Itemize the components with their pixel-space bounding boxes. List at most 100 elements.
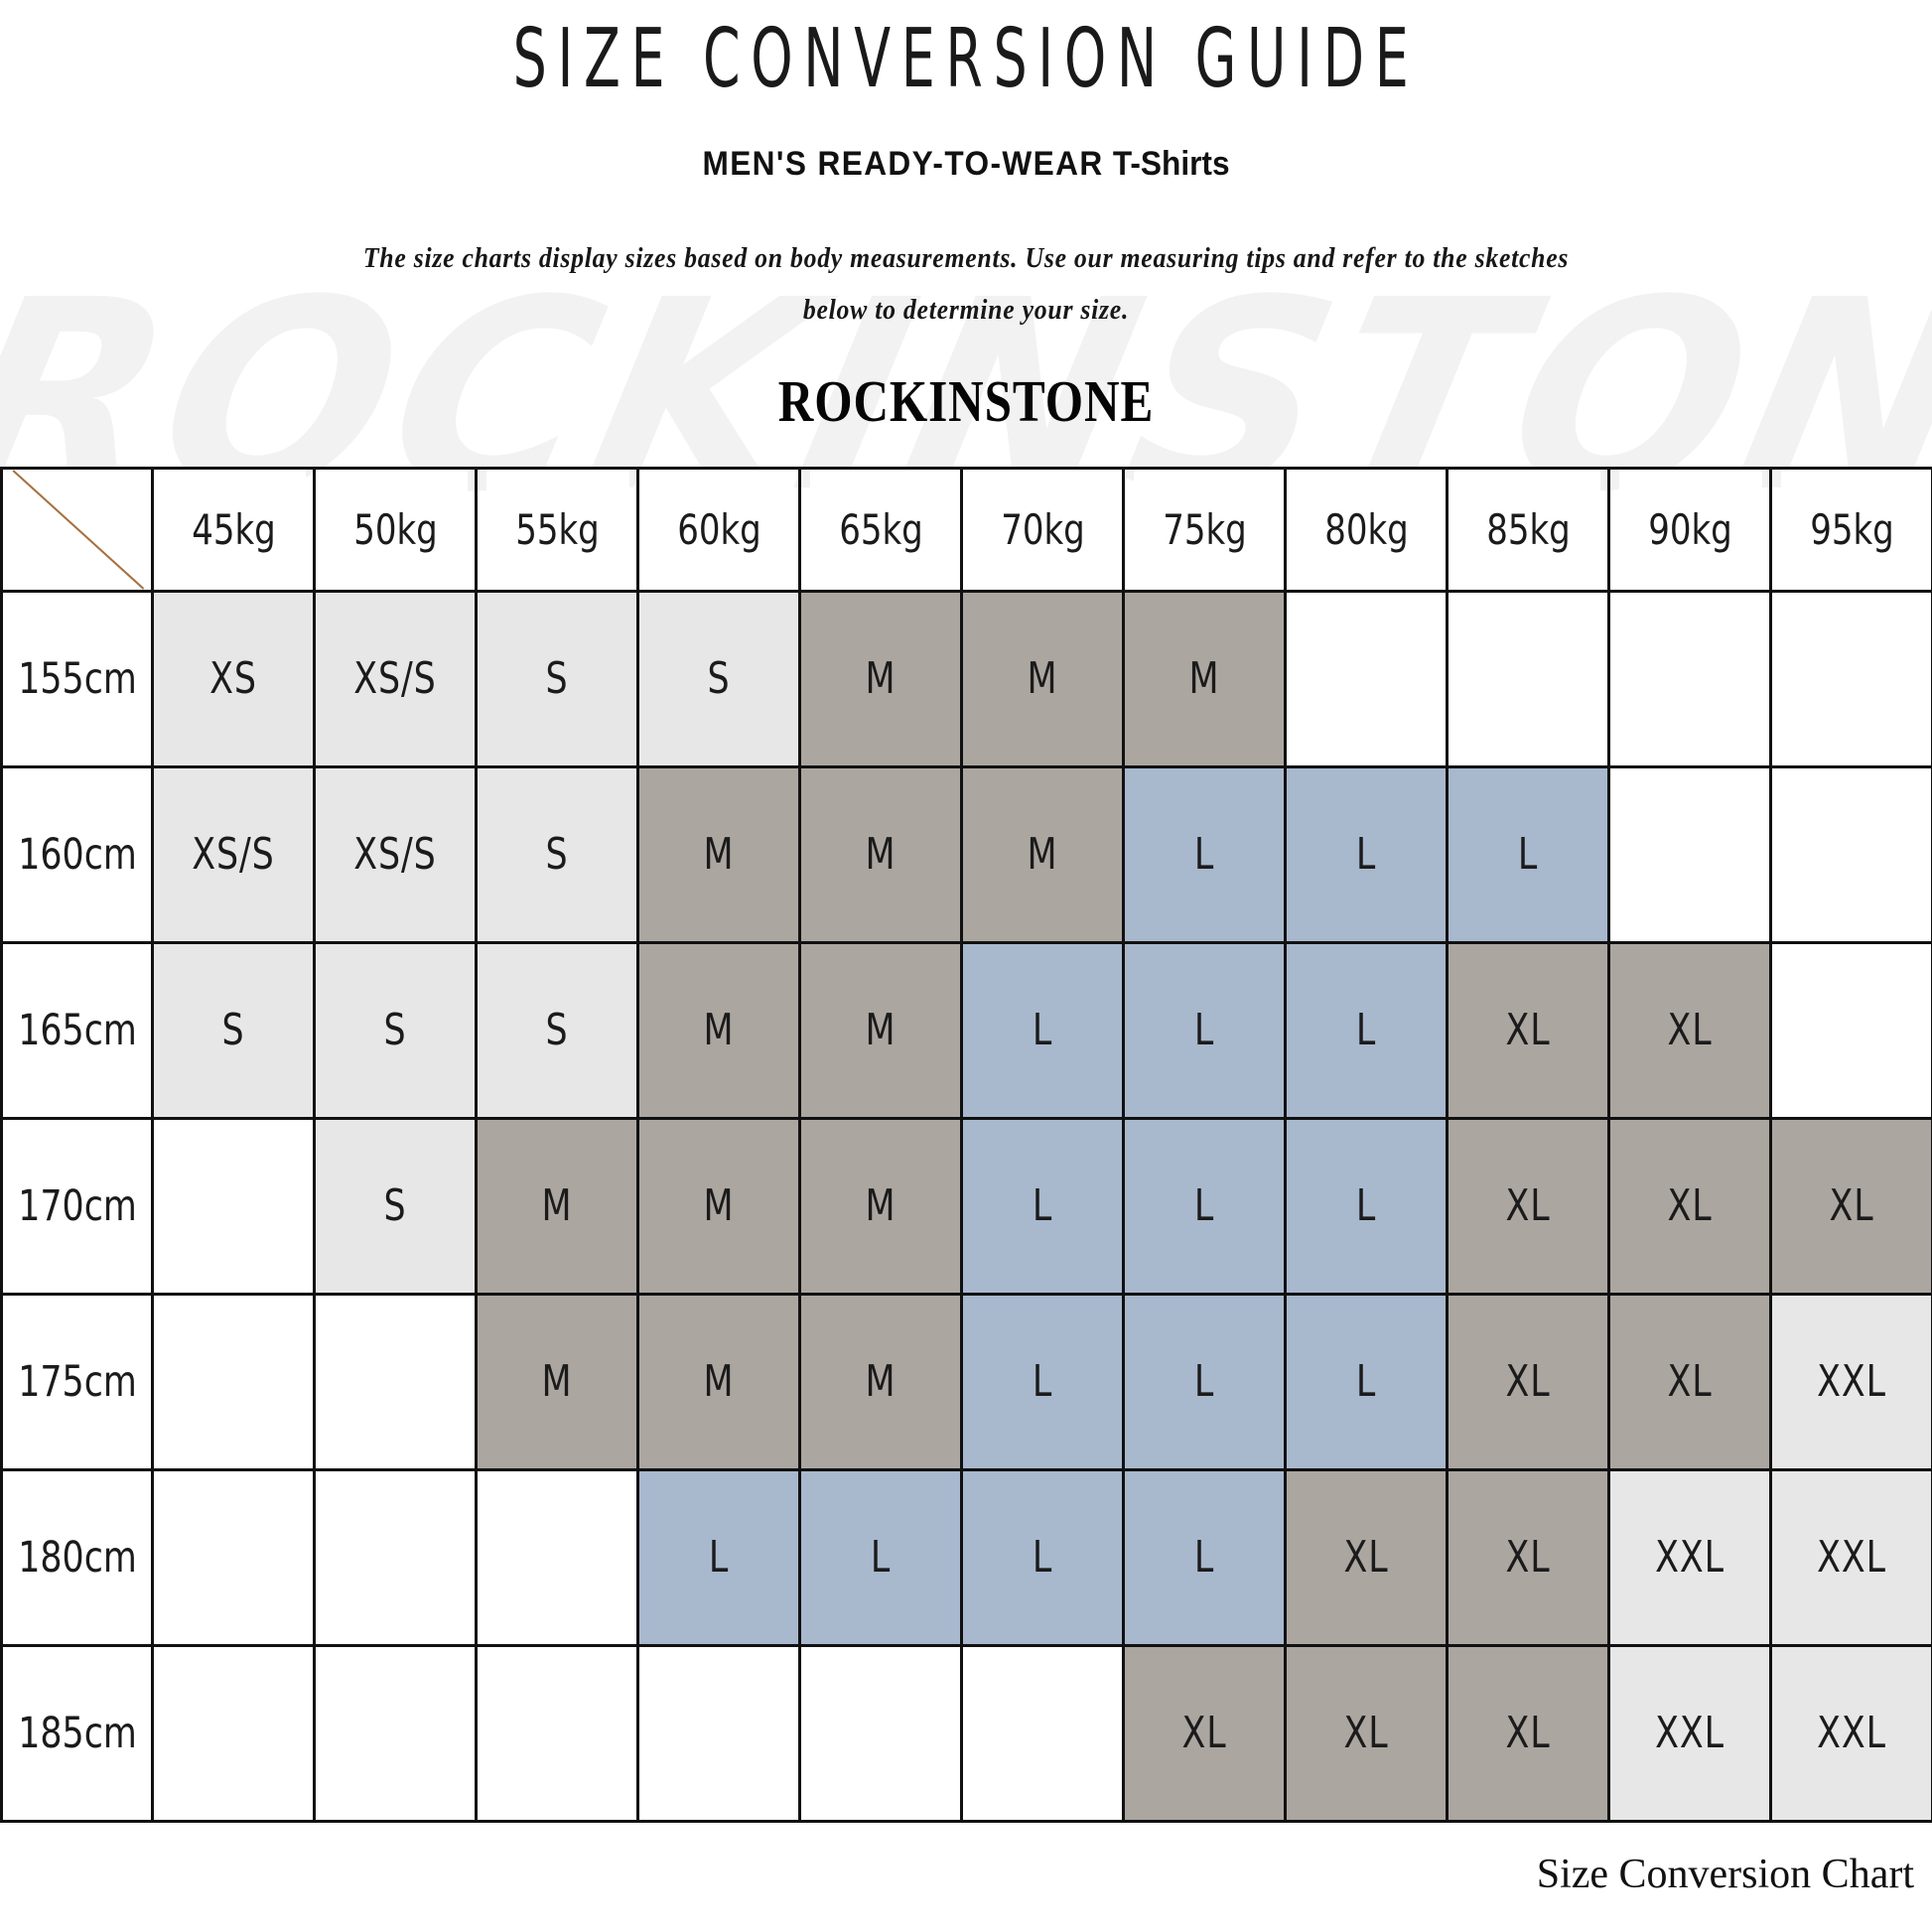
- size-value: L: [1193, 1005, 1215, 1056]
- column-header-90kg: 90kg: [1615, 466, 1764, 593]
- description-line-2: below to determine your size.: [802, 294, 1130, 326]
- size-value: XL: [1505, 1180, 1551, 1232]
- size-cell-165cm-95kg: [1769, 940, 1932, 1120]
- size-cell-160cm-80kg: L: [1284, 764, 1449, 944]
- size-cell-185cm-50kg: [313, 1643, 478, 1823]
- row-header-165cm: 165cm: [7, 940, 147, 1120]
- size-cell-180cm-95kg: XXL: [1769, 1467, 1932, 1647]
- size-cell-155cm-45kg: XS: [151, 589, 316, 768]
- size-cell-160cm-75kg: L: [1122, 764, 1287, 944]
- size-cell-165cm-85kg: XL: [1446, 940, 1610, 1120]
- table-row: 170cmSMMMLLLXLXLXLXXL: [2, 1116, 1932, 1296]
- size-cell-185cm-90kg: XXL: [1607, 1643, 1772, 1823]
- table-row: 180cmLLLLXLXLXXLXXLXXXL: [2, 1467, 1932, 1647]
- size-value: S: [383, 1180, 407, 1232]
- size-value: XS/S: [192, 829, 275, 881]
- size-value: L: [1032, 1005, 1053, 1056]
- diagonal-divider-icon: [11, 469, 144, 590]
- size-cell-155cm-95kg: [1769, 589, 1932, 768]
- size-cell-185cm-55kg: [475, 1643, 639, 1823]
- size-cell-180cm-90kg: XXL: [1607, 1467, 1772, 1647]
- size-value: M: [865, 1356, 897, 1408]
- size-cell-160cm-45kg: XS/S: [151, 764, 316, 944]
- size-cell-160cm-95kg: [1769, 764, 1932, 944]
- size-cell-180cm-45kg: [151, 1467, 316, 1647]
- size-cell-170cm-90kg: XL: [1607, 1116, 1772, 1296]
- size-cell-170cm-80kg: L: [1284, 1116, 1449, 1296]
- size-cell-155cm-90kg: [1607, 589, 1772, 768]
- size-value: L: [1355, 1356, 1377, 1408]
- size-cell-170cm-45kg: [151, 1116, 316, 1296]
- table-header: 45kg 50kg 55kg 60kg 65kg 70kg 75kg 80kg 85kg 90kg…: [2, 466, 1932, 593]
- size-cell-155cm-75kg: M: [1122, 589, 1287, 768]
- size-value: XL: [1505, 1356, 1551, 1408]
- size-value: XXL: [1817, 1708, 1886, 1759]
- size-value: L: [1355, 1005, 1377, 1056]
- size-table-container: 45kg 50kg 55kg 60kg 65kg 70kg 75kg 80kg 85kg 90kg…: [0, 466, 1932, 1823]
- size-cell-170cm-55kg: M: [475, 1116, 639, 1296]
- page-subtitle: MEN'S READY-TO-WEAR T-Shirts: [68, 145, 1864, 184]
- size-value: M: [703, 1005, 735, 1056]
- column-header-70kg: 70kg: [968, 466, 1117, 593]
- size-value: M: [1027, 829, 1058, 881]
- size-cell-155cm-60kg: S: [636, 589, 801, 768]
- size-cell-170cm-95kg: XL: [1769, 1116, 1932, 1296]
- description-text: The size charts display sizes based on b…: [358, 233, 1574, 337]
- size-value: L: [1193, 1180, 1215, 1232]
- size-cell-175cm-60kg: M: [636, 1292, 801, 1471]
- size-value: XXL: [1817, 1356, 1886, 1408]
- size-cell-180cm-85kg: XL: [1446, 1467, 1610, 1647]
- size-value: M: [865, 1180, 897, 1232]
- size-value: L: [1193, 1356, 1215, 1408]
- size-cell-160cm-50kg: XS/S: [313, 764, 478, 944]
- column-header-75kg: 75kg: [1130, 466, 1279, 593]
- size-cell-185cm-75kg: XL: [1122, 1643, 1287, 1823]
- size-cell-165cm-45kg: S: [151, 940, 316, 1120]
- size-conversion-table: 45kg 50kg 55kg 60kg 65kg 70kg 75kg 80kg 85kg 90kg…: [0, 466, 1932, 1823]
- size-value: L: [1517, 829, 1539, 881]
- size-cell-185cm-80kg: XL: [1284, 1643, 1449, 1823]
- size-value: L: [1032, 1356, 1053, 1408]
- column-header-60kg: 60kg: [644, 466, 793, 593]
- table-header-row: 45kg 50kg 55kg 60kg 65kg 70kg 75kg 80kg 85kg 90kg…: [2, 466, 1932, 593]
- size-value: M: [865, 1005, 897, 1056]
- size-value: XL: [1181, 1708, 1227, 1759]
- size-value: L: [1193, 1532, 1215, 1584]
- row-header-185cm: 185cm: [7, 1643, 147, 1823]
- size-value: XL: [1667, 1356, 1713, 1408]
- size-value: M: [703, 1356, 735, 1408]
- size-cell-180cm-70kg: L: [960, 1467, 1125, 1647]
- footer-caption: Size Conversion Chart: [1536, 1851, 1914, 1897]
- size-cell-180cm-75kg: L: [1122, 1467, 1287, 1647]
- size-value: XL: [1505, 1532, 1551, 1584]
- column-header-80kg: 80kg: [1292, 466, 1441, 593]
- size-value: L: [1032, 1180, 1053, 1232]
- size-value: L: [870, 1532, 892, 1584]
- size-cell-180cm-55kg: [475, 1467, 639, 1647]
- size-cell-185cm-95kg: XXL: [1769, 1643, 1932, 1823]
- column-header-85kg: 85kg: [1453, 466, 1602, 593]
- size-cell-185cm-65kg: [798, 1643, 963, 1823]
- column-header-65kg: 65kg: [806, 466, 955, 593]
- size-cell-165cm-80kg: L: [1284, 940, 1449, 1120]
- size-value: XL: [1343, 1708, 1389, 1759]
- size-cell-165cm-50kg: S: [313, 940, 478, 1120]
- brand-name: ROCKINSTONE: [777, 368, 1155, 435]
- size-cell-155cm-50kg: XS/S: [313, 589, 478, 768]
- size-cell-175cm-45kg: [151, 1292, 316, 1471]
- size-cell-170cm-65kg: M: [798, 1116, 963, 1296]
- subtitle-category: MEN'S READY-TO-WEAR: [702, 144, 1104, 183]
- table-row: 160cm XS/S XS/S S M M M L L L: [2, 764, 1932, 944]
- size-value: XL: [1505, 1005, 1551, 1056]
- column-header-45kg: 45kg: [159, 466, 308, 593]
- size-cell-175cm-65kg: M: [798, 1292, 963, 1471]
- size-value: XS/S: [353, 829, 437, 881]
- size-value: L: [708, 1532, 730, 1584]
- size-cell-170cm-50kg: S: [313, 1116, 478, 1296]
- size-cell-180cm-80kg: XL: [1284, 1467, 1449, 1647]
- row-header-170cm: 170cm: [7, 1116, 147, 1296]
- size-cell-155cm-70kg: M: [960, 589, 1125, 768]
- table-corner-cell: [7, 466, 147, 593]
- table-row: 185cmXLXLXLXXLXXLXXXL: [2, 1643, 1932, 1823]
